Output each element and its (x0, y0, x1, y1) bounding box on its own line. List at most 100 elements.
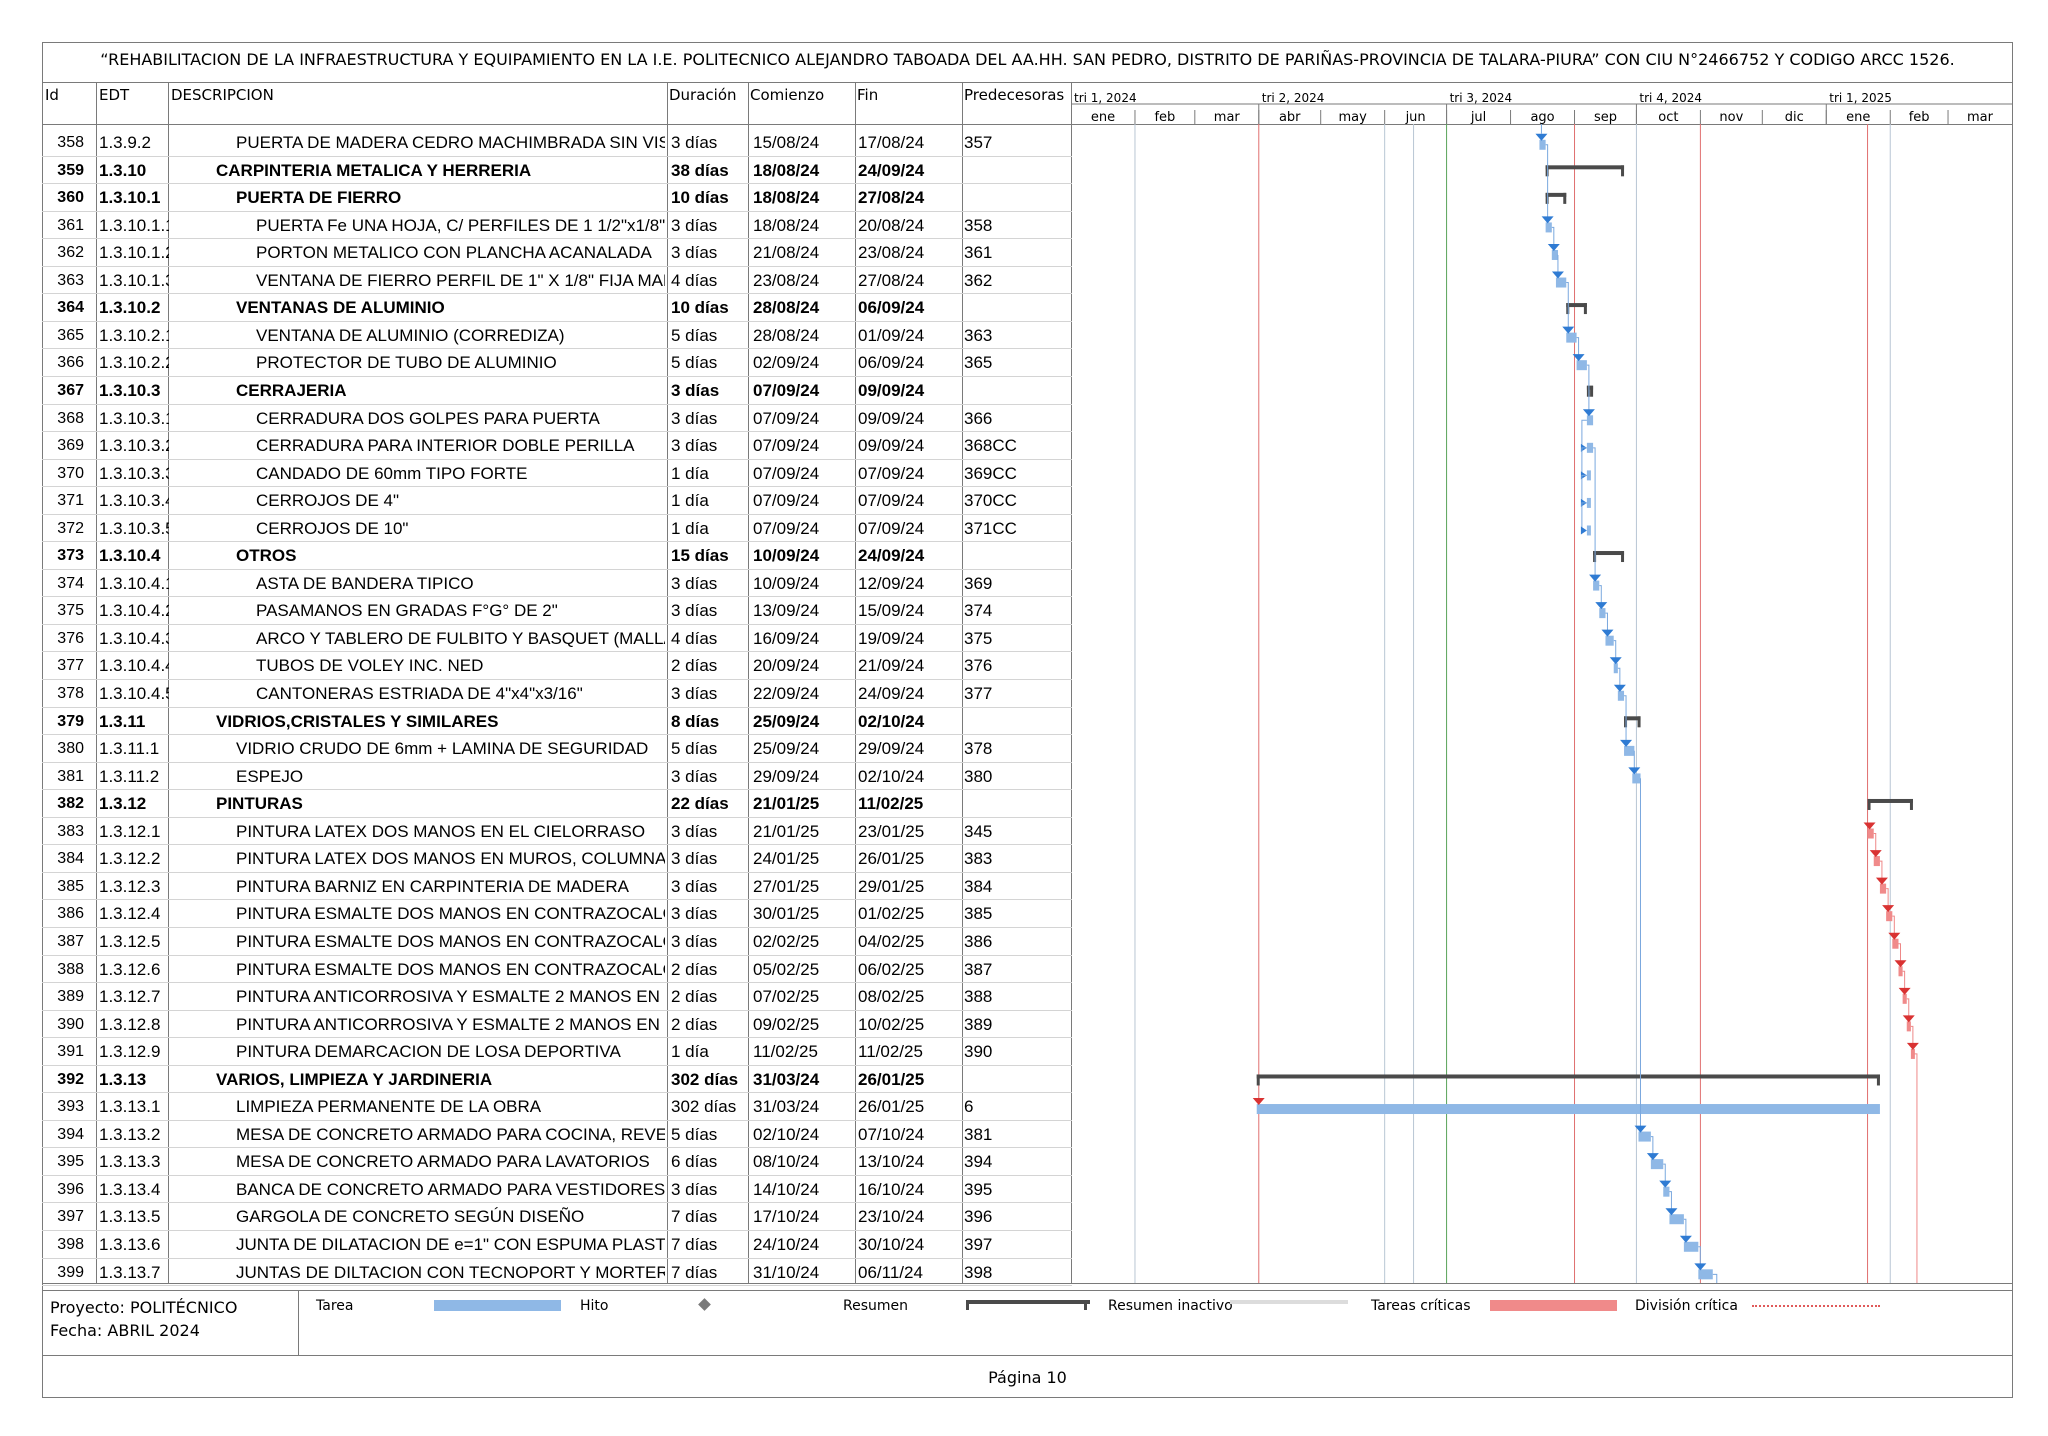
critical-task-bar (1886, 911, 1893, 922)
task-description: VIDRIOS,CRISTALES Y SIMILARES (216, 711, 499, 731)
table-row[interactable]: 388 1.3.12.6 PINTURA ESMALTE DOS MANOS EN … (42, 955, 1072, 983)
task-description: PUERTA DE FIERRO (236, 188, 402, 208)
row-divider (42, 761, 1072, 763)
task-bar (1632, 773, 1641, 784)
table-row[interactable]: 368 1.3.10.3.1 CERRADURA DOS GOLPES PARA P… (42, 404, 1072, 432)
table-row[interactable]: 396 1.3.13.4 BANCA DE CONCRETO ARMADO PARA… (42, 1175, 1072, 1203)
task-edt: 1.3.13.5 (99, 1207, 161, 1227)
task-duration: 5 días (671, 325, 718, 345)
dependency-line (1605, 612, 1608, 633)
table-row[interactable]: 382 1.3.12 PINTURAS 22 días 21/01/25 11/02/25 (42, 789, 1072, 817)
table-row[interactable]: 360 1.3.10.1 PUERTA DE FIERRO 10 días 18/08/… (42, 183, 1072, 211)
task-start: 17/10/24 (753, 1207, 820, 1227)
table-row[interactable]: 392 1.3.13 VARIOS, LIMPIEZA Y JARDINERIA 30… (42, 1065, 1072, 1093)
task-id: 362 (57, 244, 84, 262)
table-row[interactable]: 381 1.3.11.2 ESPEJO 3 días 29/09/24 02/10/24 3… (42, 762, 1072, 790)
task-duration: 1 día (671, 491, 709, 511)
table-row[interactable]: 390 1.3.12.8 PINTURA ANTICORROSIVA Y ESMAL… (42, 1010, 1072, 1038)
task-duration: 4 días (671, 628, 718, 648)
summary-bar (1867, 798, 1913, 803)
legend-critical-split-label: División crítica (1635, 1298, 1738, 1314)
row-divider (42, 486, 1072, 488)
month-label: abr (1278, 110, 1301, 125)
task-id: 365 (57, 326, 84, 344)
table-row[interactable]: 395 1.3.13.3 MESA DE CONCRETO ARMADO PARA … (42, 1147, 1072, 1175)
task-predecessors: 363 (964, 325, 993, 345)
month-label: ene (1846, 110, 1871, 125)
table-row[interactable]: 387 1.3.12.5 PINTURA ESMALTE DOS MANOS EN … (42, 927, 1072, 955)
task-duration: 8 días (671, 711, 720, 731)
task-duration: 3 días (671, 133, 718, 152)
task-id: 382 (57, 795, 84, 813)
table-row[interactable]: 398 1.3.13.6 JUNTA DE DILATACION DE e=1" C… (42, 1230, 1072, 1258)
task-end: 01/09/24 (858, 325, 925, 345)
table-row[interactable]: 361 1.3.10.1.1 PUERTA Fe UNA HOJA, C/ PERF… (42, 211, 1072, 239)
table-row[interactable]: 385 1.3.12.3 PINTURA BARNIZ EN CARPINTERIA… (42, 872, 1072, 900)
table-row[interactable]: 371 1.3.10.3.4 CERROJOS DE 4" 1 día 07/09/24… (42, 486, 1072, 514)
table-row[interactable]: 384 1.3.12.2 PINTURA LATEX DOS MANOS EN MU… (42, 844, 1072, 872)
col-header-end: Fin (857, 86, 879, 104)
table-row[interactable]: 365 1.3.10.2.1 VENTANA DE ALUMINIO (CORRED… (42, 321, 1072, 349)
table-row[interactable]: 389 1.3.12.7 PINTURA ANTICORROSIVA Y ESMAL… (42, 982, 1072, 1010)
critical-task-bar (1910, 1048, 1915, 1059)
row-divider (42, 1119, 1072, 1121)
task-id: 396 (57, 1180, 84, 1198)
header-bottom-line (42, 124, 2013, 125)
table-row[interactable]: 375 1.3.10.4.2 PASAMANOS EN GRADAS F°G° DE… (42, 596, 1072, 624)
table-row[interactable]: 394 1.3.13.2 MESA DE CONCRETO ARMADO PARA … (42, 1120, 1072, 1148)
table-row[interactable]: 369 1.3.10.3.2 CERRADURA PARA INTERIOR DOB… (42, 431, 1072, 459)
legend-top-line (42, 1290, 2013, 1291)
table-row[interactable]: 383 1.3.12.1 PINTURA LATEX DOS MANOS EN EL… (42, 817, 1072, 845)
table-row[interactable]: 363 1.3.10.1.3 VENTANA DE FIERRO PERFIL DE… (42, 266, 1072, 294)
table-row[interactable]: 359 1.3.10 CARPINTERIA METALICA Y HERRERIA… (42, 156, 1072, 184)
task-duration: 2 días (671, 656, 718, 676)
task-id: 390 (57, 1015, 84, 1033)
task-predecessors: 378 (964, 739, 993, 759)
row-divider (42, 954, 1072, 956)
task-duration: 5 días (671, 739, 718, 759)
dependency-line (1624, 695, 1627, 743)
table-row[interactable]: 377 1.3.10.4.4 TUBOS DE VOLEY INC. NED 2 dí… (42, 651, 1072, 679)
table-row[interactable]: 378 1.3.10.4.5 CANTONERAS ESTRIADA DE 4"x4… (42, 679, 1072, 707)
table-row[interactable]: 364 1.3.10.2 VENTANAS DE ALUMINIO 10 días 28… (42, 293, 1072, 321)
table-row[interactable]: 399 1.3.13.7 JUNTAS DE DILTACION CON TECNO… (42, 1258, 1072, 1286)
task-bar (1551, 249, 1559, 260)
task-predecessors: 377 (964, 684, 993, 703)
table-row[interactable]: 374 1.3.10.4.1 ASTA DE BANDERA TIPICO 3 día… (42, 569, 1072, 597)
row-divider (42, 1285, 1072, 1287)
page-frame (42, 42, 2013, 1398)
table-row[interactable]: 397 1.3.13.5 GARGOLA DE CONCRETO SEGÚN DIS… (42, 1202, 1072, 1230)
task-duration: 3 días (671, 766, 718, 786)
legend-critical-split-swatch (1752, 1305, 1880, 1307)
table-row[interactable]: 391 1.3.12.9 PINTURA DEMARCACION DE LOSA D… (42, 1037, 1072, 1065)
table-row[interactable]: 379 1.3.11 VIDRIOS,CRISTALES Y SIMILARES 8 … (42, 707, 1072, 735)
table-row[interactable]: 358 1.3.9.2 PUERTA DE MADERA CEDRO MACHIMB… (42, 128, 1072, 156)
legend-summary-left-tick (966, 1300, 969, 1310)
row-divider (42, 1257, 1072, 1259)
table-row[interactable]: 393 1.3.13.1 LIMPIEZA PERMANENTE DE LA OBR… (42, 1092, 1072, 1120)
table-row[interactable]: 380 1.3.11.1 VIDRIO CRUDO DE 6mm + LAMINA … (42, 734, 1072, 762)
task-id: 363 (57, 271, 84, 289)
task-end: 15/09/24 (858, 601, 925, 621)
row-divider (42, 348, 1072, 350)
table-row[interactable]: 362 1.3.10.1.2 PORTON METALICO CON PLANCHA… (42, 238, 1072, 266)
legend-project: Proyecto: POLITÉCNICO (50, 1298, 238, 1317)
task-start: 11/02/25 (753, 1042, 818, 1062)
dependency-arrowhead (1894, 960, 1907, 968)
table-row[interactable]: 376 1.3.10.4.3 ARCO Y TABLERO DE FULBITO Y… (42, 624, 1072, 652)
table-row[interactable]: 372 1.3.10.3.5 CERROJOS DE 10" 1 día 07/09/2… (42, 514, 1072, 542)
table-row[interactable]: 366 1.3.10.2.2 PROTECTOR DE TUBO DE ALUMIN… (42, 348, 1072, 376)
row-divider (42, 293, 1072, 295)
summary-bar-start-tick (1256, 1074, 1260, 1086)
task-description: PINTURA LATEX DOS MANOS EN MUROS, COLUMN… (236, 849, 665, 869)
task-description: CANTONERAS ESTRIADA DE 4"x4"x3/16" (256, 684, 583, 703)
table-row[interactable]: 373 1.3.10.4 OTROS 15 días 10/09/24 24/09/24 (42, 541, 1072, 569)
table-row[interactable]: 370 1.3.10.3.3 CANDADO DE 60mm TIPO FORTE 1… (42, 459, 1072, 487)
row-divider (42, 403, 1072, 405)
task-description: PINTURA ESMALTE DOS MANOS EN CONTRAZOCAL… (236, 904, 665, 924)
table-row[interactable]: 367 1.3.10.3 CERRAJERIA 3 días 07/09/24 09/09… (42, 376, 1072, 404)
col-sep-end (962, 82, 963, 1283)
legend-critical-swatch (1490, 1300, 1617, 1311)
task-id: 393 (57, 1098, 84, 1116)
table-row[interactable]: 386 1.3.12.4 PINTURA ESMALTE DOS MANOS EN … (42, 899, 1072, 927)
